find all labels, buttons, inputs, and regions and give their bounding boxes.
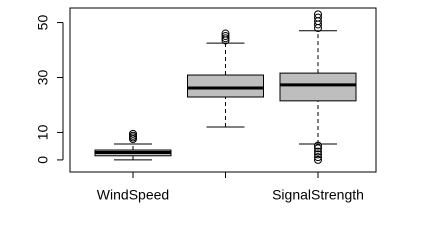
outlier <box>221 32 230 41</box>
chart: 0 10 30 50 WindSpeed SignalStrength <box>35 7 377 203</box>
y-tick-label: 30 <box>35 70 51 86</box>
plot-frame <box>69 7 377 173</box>
outlier <box>314 155 322 164</box>
outlier <box>129 129 137 138</box>
y-tick-label: 50 <box>35 15 51 31</box>
outlier <box>314 141 322 150</box>
outlier <box>221 29 230 38</box>
box <box>187 74 264 98</box>
outlier <box>314 153 322 162</box>
outlier <box>221 34 230 43</box>
outlier <box>314 147 322 156</box>
outlier <box>314 144 322 153</box>
outlier <box>314 150 322 159</box>
outlier <box>314 10 322 19</box>
y-tick-label: 10 <box>35 124 51 140</box>
x-tick-label: WindSpeed <box>97 187 169 203</box>
outlier <box>314 13 322 22</box>
y-tick-label: 0 <box>35 156 51 164</box>
box <box>279 72 357 102</box>
x-tick-label: SignalStrength <box>272 187 364 203</box>
